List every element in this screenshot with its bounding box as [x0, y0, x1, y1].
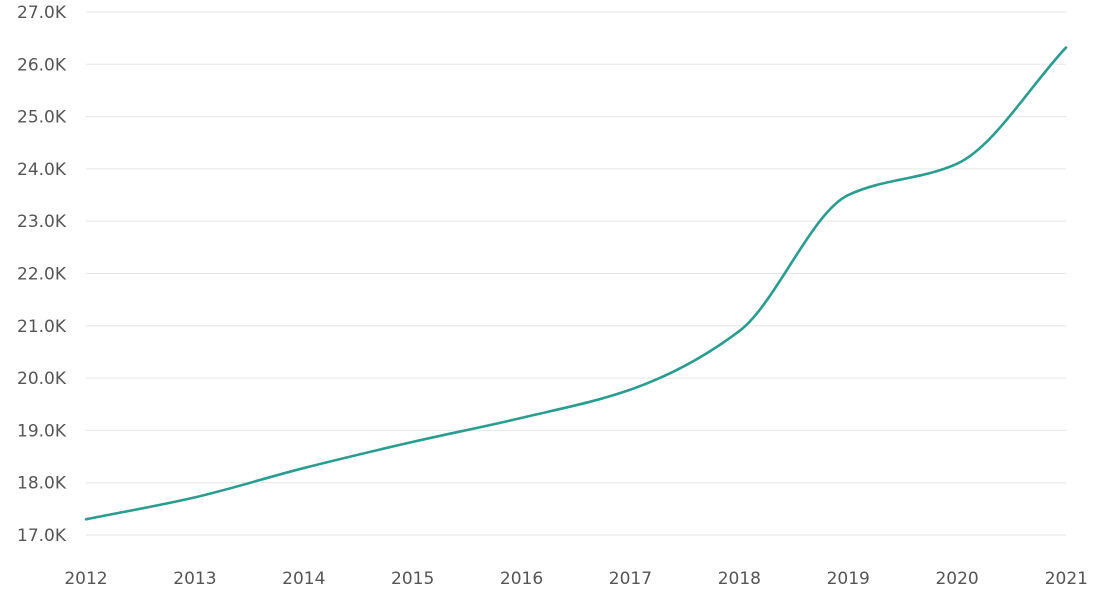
- x-tick-label: 2015: [391, 569, 434, 589]
- data-point: [410, 439, 416, 445]
- data-point: [301, 465, 307, 471]
- y-tick-label: 17.0K: [17, 526, 67, 546]
- y-tick-label: 20.0K: [17, 369, 67, 389]
- x-tick-label: 2014: [282, 569, 325, 589]
- x-tick-label: 2018: [718, 569, 761, 589]
- gridlines: [86, 11, 1066, 536]
- series-layer: [83, 45, 1069, 522]
- x-tick-label: 2016: [500, 569, 543, 589]
- y-axis: 17.0K 18.0K 19.0K 20.0K 21.0K 22.0K 23.0K 24.0K…: [17, 3, 67, 546]
- data-point: [954, 161, 960, 167]
- y-tick-label: 22.0K: [17, 265, 67, 285]
- data-point: [736, 328, 742, 334]
- data-point: [627, 387, 633, 393]
- x-tick-label: 2017: [609, 569, 652, 589]
- data-point: [845, 192, 851, 198]
- y-tick-label: 23.0K: [17, 212, 67, 232]
- data-point: [192, 494, 198, 500]
- y-tick-label: 24.0K: [17, 160, 67, 180]
- data-point: [519, 415, 525, 421]
- y-tick-label: 25.0K: [17, 108, 67, 128]
- x-tick-label: 2019: [827, 569, 870, 589]
- data-point: [1063, 45, 1069, 51]
- x-tick-label: 2020: [935, 569, 978, 589]
- series-line: [84, 46, 1068, 521]
- y-tick-label: 26.0K: [17, 55, 67, 75]
- x-tick-label: 2021: [1045, 569, 1088, 589]
- x-tick-label: 2013: [173, 569, 216, 589]
- x-tick-label: 2012: [64, 569, 107, 589]
- x-axis: 2012 2013 2014 2015 2016 2017 2018 2019 2020 2021: [64, 569, 1088, 589]
- y-tick-label: 19.0K: [17, 421, 67, 441]
- y-tick-label: 18.0K: [17, 474, 67, 494]
- y-tick-label: 27.0K: [17, 3, 67, 23]
- data-point: [83, 516, 89, 522]
- y-tick-label: 21.0K: [17, 317, 67, 337]
